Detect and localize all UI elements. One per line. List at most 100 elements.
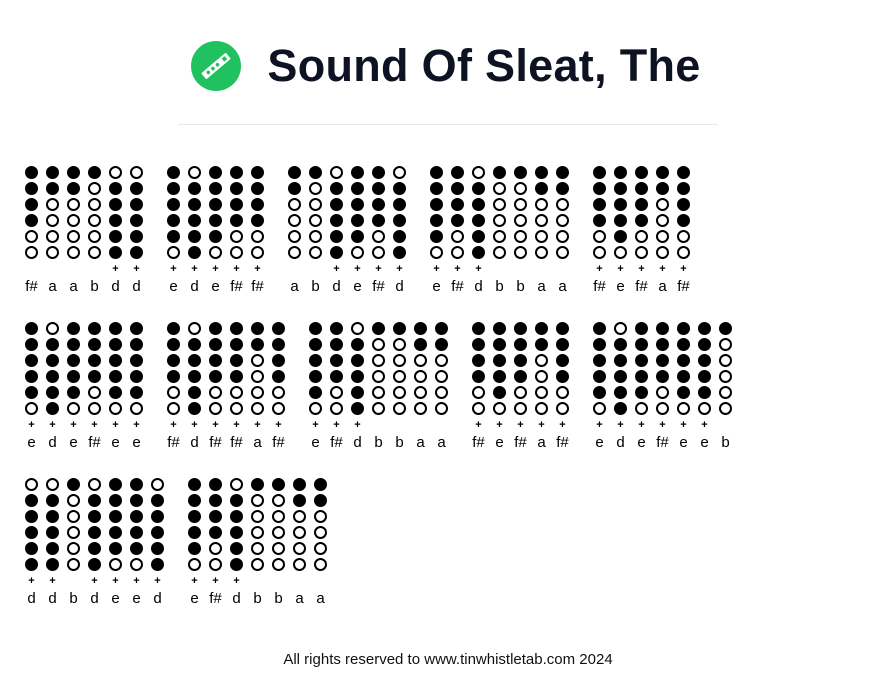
hole-open — [288, 214, 301, 227]
hole-covered — [46, 370, 59, 383]
hole-covered — [88, 494, 101, 507]
hole-covered — [130, 386, 143, 399]
hole-open — [719, 402, 732, 415]
note-label: e — [211, 278, 220, 295]
hole-covered — [430, 182, 443, 195]
hole-open — [414, 386, 427, 399]
hole-open — [130, 558, 143, 571]
hole-covered — [656, 370, 669, 383]
hole-covered — [514, 338, 527, 351]
hole-open — [88, 402, 101, 415]
note-label: e — [616, 278, 625, 295]
hole-open — [351, 246, 364, 259]
note-label: f# — [677, 278, 690, 295]
hole-open — [272, 558, 285, 571]
hole-open — [372, 370, 385, 383]
hole-covered — [109, 494, 122, 507]
hole-open — [46, 246, 59, 259]
octave-plus-mark: + — [659, 419, 666, 431]
hole-covered — [430, 230, 443, 243]
note-label: d — [353, 434, 362, 451]
hole-covered — [188, 338, 201, 351]
hole-open — [372, 246, 385, 259]
page-header: Sound Of Sleat, The — [0, 40, 896, 92]
note-label: e — [311, 434, 320, 451]
note-fingering: + f# — [230, 322, 243, 478]
hole-covered — [635, 214, 648, 227]
hole-open — [656, 230, 669, 243]
note-fingering: a — [556, 166, 569, 322]
hole-open — [719, 354, 732, 367]
hole-covered — [372, 182, 385, 195]
hole-covered — [656, 322, 669, 335]
octave-plus-mark: + — [170, 263, 177, 275]
note-fingering: a — [535, 166, 548, 322]
hole-open — [46, 214, 59, 227]
hole-covered — [151, 510, 164, 523]
hole-open — [209, 246, 222, 259]
hole-covered — [251, 478, 264, 491]
octave-plus-mark: + — [559, 419, 566, 431]
hole-covered — [593, 198, 606, 211]
note-label: f# — [330, 434, 343, 451]
hole-covered — [130, 322, 143, 335]
hole-open — [451, 246, 464, 259]
octave-plus-mark: + — [212, 263, 219, 275]
hole-open — [535, 354, 548, 367]
hole-covered — [209, 182, 222, 195]
hole-open — [372, 354, 385, 367]
hole-covered — [209, 370, 222, 383]
note-label: b — [495, 278, 504, 295]
hole-covered — [677, 214, 690, 227]
hole-covered — [109, 542, 122, 555]
hole-covered — [88, 354, 101, 367]
hole-open — [435, 370, 448, 383]
note-fingering: + e — [209, 166, 222, 322]
hole-covered — [677, 166, 690, 179]
hole-covered — [593, 370, 606, 383]
note-fingering: a — [67, 166, 80, 322]
hole-covered — [67, 338, 80, 351]
hole-open — [46, 198, 59, 211]
note-label: e — [679, 434, 688, 451]
hole-open — [88, 214, 101, 227]
hole-open — [67, 510, 80, 523]
hole-open — [272, 542, 285, 555]
octave-plus-mark: + — [191, 263, 198, 275]
hole-covered — [130, 478, 143, 491]
hole-covered — [535, 338, 548, 351]
hole-open — [372, 386, 385, 399]
hole-open — [46, 230, 59, 243]
hole-covered — [698, 322, 711, 335]
hole-covered — [330, 370, 343, 383]
hole-covered — [493, 354, 506, 367]
phrase-group: + e + f# + d b b a a — [430, 166, 569, 322]
note-fingering: + f# — [472, 322, 485, 478]
hole-covered — [209, 478, 222, 491]
hole-covered — [130, 510, 143, 523]
hole-covered — [130, 354, 143, 367]
hole-covered — [593, 386, 606, 399]
note-label: f# — [514, 434, 527, 451]
hole-covered — [372, 166, 385, 179]
octave-plus-mark: + — [233, 419, 240, 431]
note-fingering: a — [46, 166, 59, 322]
octave-plus-mark: + — [354, 263, 361, 275]
hole-open — [88, 230, 101, 243]
hole-covered — [109, 478, 122, 491]
hole-covered — [414, 338, 427, 351]
hole-open — [25, 246, 38, 259]
octave-plus-mark: + — [133, 419, 140, 431]
note-fingering: + d — [130, 166, 143, 322]
note-label: d — [90, 590, 99, 607]
hole-covered — [188, 230, 201, 243]
octave-plus-mark: + — [112, 419, 119, 431]
octave-plus-mark: + — [596, 419, 603, 431]
hole-open — [535, 246, 548, 259]
hole-open — [251, 558, 264, 571]
hole-open — [535, 370, 548, 383]
hole-covered — [230, 198, 243, 211]
hole-open — [493, 182, 506, 195]
hole-covered — [330, 354, 343, 367]
hole-covered — [46, 510, 59, 523]
